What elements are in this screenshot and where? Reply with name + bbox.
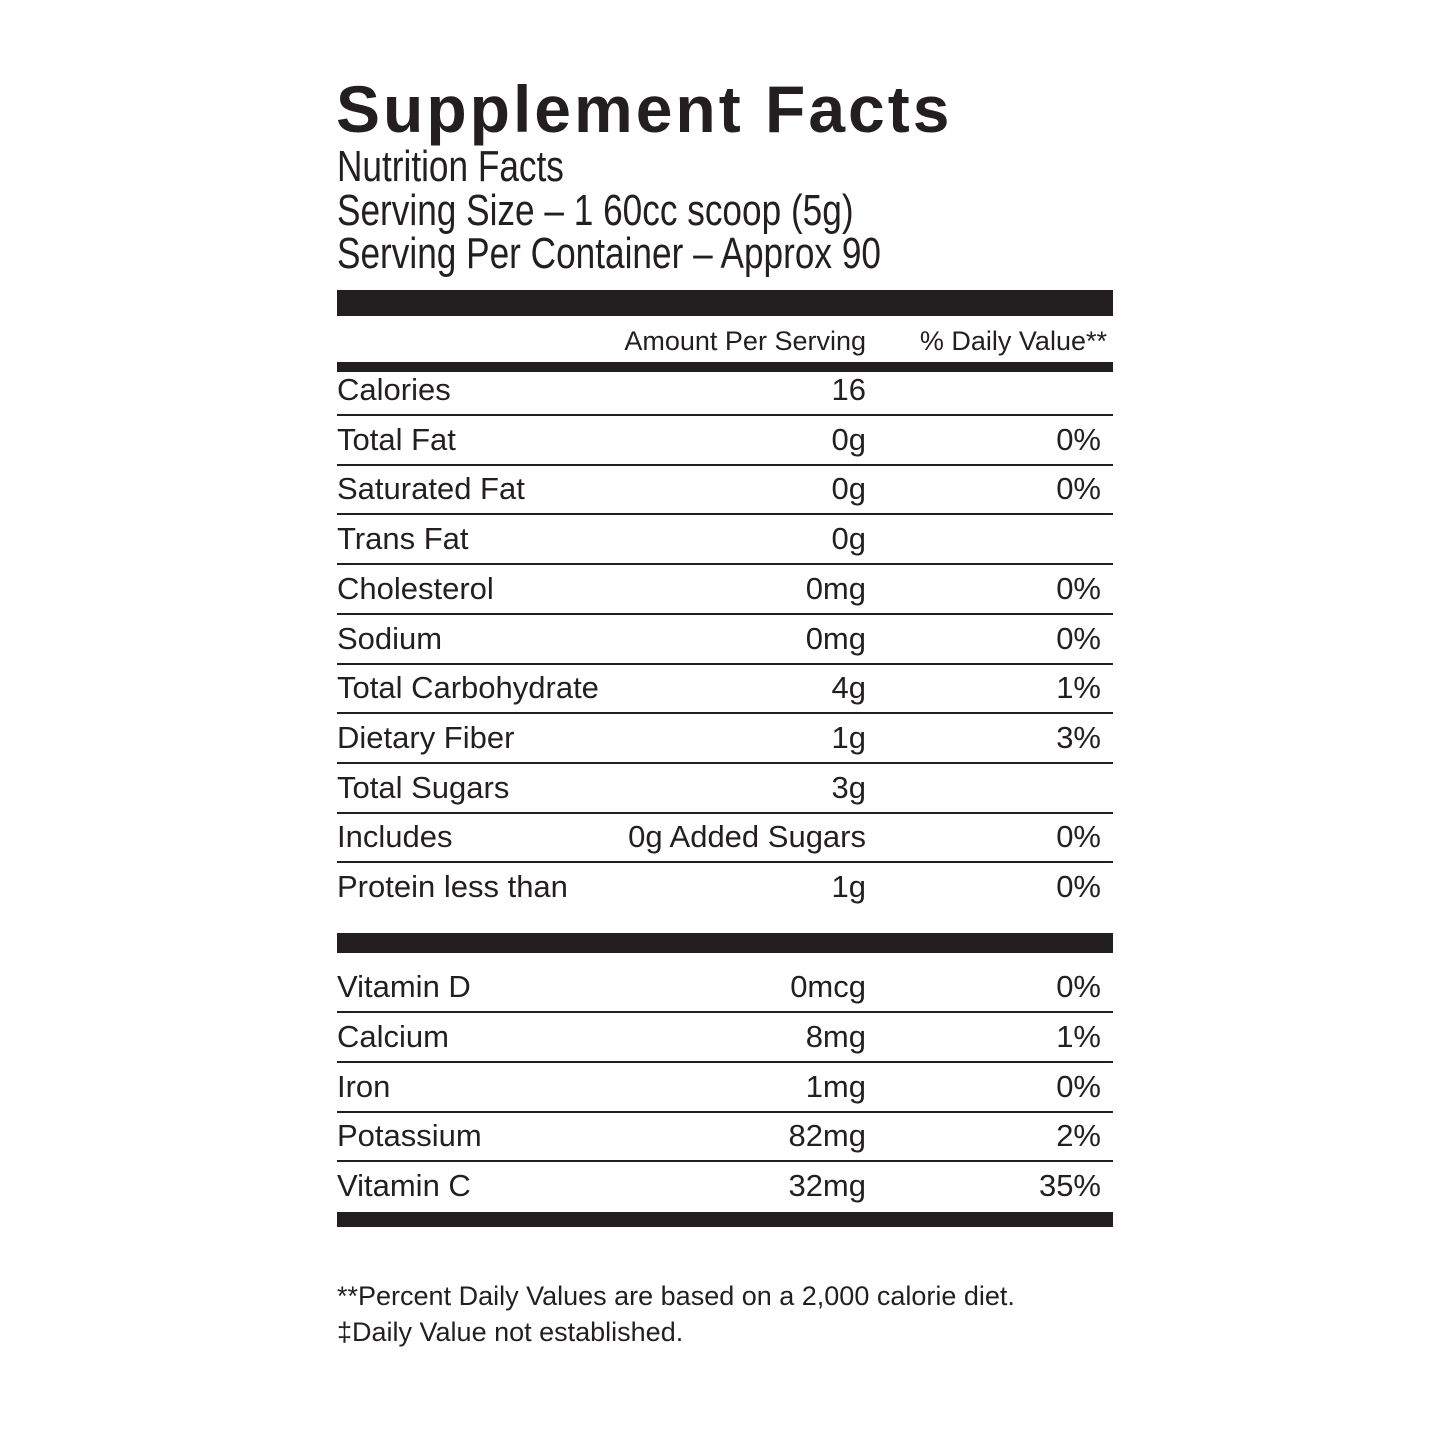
row-rule	[337, 761, 1113, 764]
amount: 0g	[831, 471, 866, 507]
amount: 4g	[831, 670, 866, 706]
nutrient-name: Total Fat	[337, 421, 456, 457]
daily-value: 0%	[1056, 969, 1101, 1004]
thick-bar	[337, 933, 1113, 953]
subtitle: Nutrition Facts	[337, 142, 564, 191]
daily-value: 1%	[1056, 670, 1101, 706]
nutrient-name: Protein less than	[337, 869, 568, 904]
nutrient-name: Sodium	[337, 620, 443, 656]
nutrient-name: Saturated Fat	[337, 471, 525, 507]
daily-value: 0%	[1056, 1068, 1101, 1104]
row-rule	[337, 414, 1113, 416]
serving-size: Serving Size – 1 60cc scoop (5g)	[337, 186, 854, 235]
nutrient-name: Vitamin D	[337, 969, 471, 1004]
daily-value: 0%	[1056, 421, 1101, 457]
daily-value: 2%	[1056, 1118, 1101, 1154]
footnote: **Percent Daily Values are based on a 2,…	[337, 1281, 1015, 1311]
amount: 3g	[831, 769, 866, 805]
daily-value: 0%	[1056, 471, 1101, 507]
row-rule	[337, 1011, 1113, 1013]
daily-value: 3%	[1056, 719, 1101, 755]
row-rule	[337, 612, 1113, 615]
daily-value: 0%	[1056, 570, 1101, 606]
row-rule	[337, 712, 1113, 715]
row-rule	[337, 463, 1113, 466]
nutrient-name: Includes	[337, 819, 453, 855]
amount: 0mcg	[790, 969, 866, 1004]
daily-value: 0%	[1056, 620, 1101, 656]
row-rule	[337, 1060, 1113, 1063]
amount: 0g	[831, 421, 866, 457]
thick-bar	[337, 362, 1113, 372]
amount: 0mg	[805, 620, 866, 656]
daily-value: 1%	[1056, 1018, 1101, 1054]
nutrient-name: Calories	[337, 372, 451, 407]
row-rule	[337, 1110, 1113, 1113]
amount: 82mg	[788, 1118, 866, 1154]
daily-value: 0%	[1056, 869, 1101, 904]
nutrient-name: Vitamin C	[337, 1168, 471, 1204]
daily-value: 0%	[1056, 819, 1101, 855]
amount: 0g Added Sugars	[628, 819, 866, 855]
nutrient-name: Cholesterol	[337, 570, 494, 606]
row-rule	[337, 563, 1113, 566]
title: Supplement Facts	[336, 72, 953, 146]
amount: 32mg	[788, 1168, 866, 1204]
amount: 8mg	[805, 1018, 866, 1054]
servings-per-container: Serving Per Container – Approx 90	[337, 229, 881, 278]
thick-bar	[337, 1212, 1113, 1227]
column-header: % Daily Value**	[919, 326, 1107, 356]
footnote: ‡Daily Value not established.	[337, 1317, 684, 1347]
nutrient-name: Calcium	[337, 1018, 449, 1054]
daily-value: 35%	[1038, 1168, 1101, 1204]
amount: 1g	[831, 719, 866, 755]
nutrient-name: Trans Fat	[337, 521, 469, 557]
row-rule	[337, 1160, 1113, 1163]
nutrient-name: Total Sugars	[337, 769, 510, 805]
nutrient-name: Potassium	[337, 1118, 482, 1154]
amount: 0mg	[805, 570, 866, 606]
nutrient-name: Iron	[337, 1068, 391, 1104]
amount: 1mg	[805, 1068, 866, 1104]
column-header: Amount Per Serving	[624, 326, 866, 356]
nutrient-name: Dietary Fiber	[337, 719, 515, 755]
row-rule	[337, 513, 1113, 516]
nutrient-name: Total Carbohydrate	[337, 670, 599, 706]
thick-bar	[337, 290, 1113, 316]
row-rule	[337, 662, 1113, 665]
row-rule	[337, 861, 1113, 864]
amount: 16	[831, 372, 866, 407]
amount: 1g	[831, 869, 866, 904]
amount: 0g	[831, 521, 866, 557]
row-rule	[337, 811, 1113, 814]
